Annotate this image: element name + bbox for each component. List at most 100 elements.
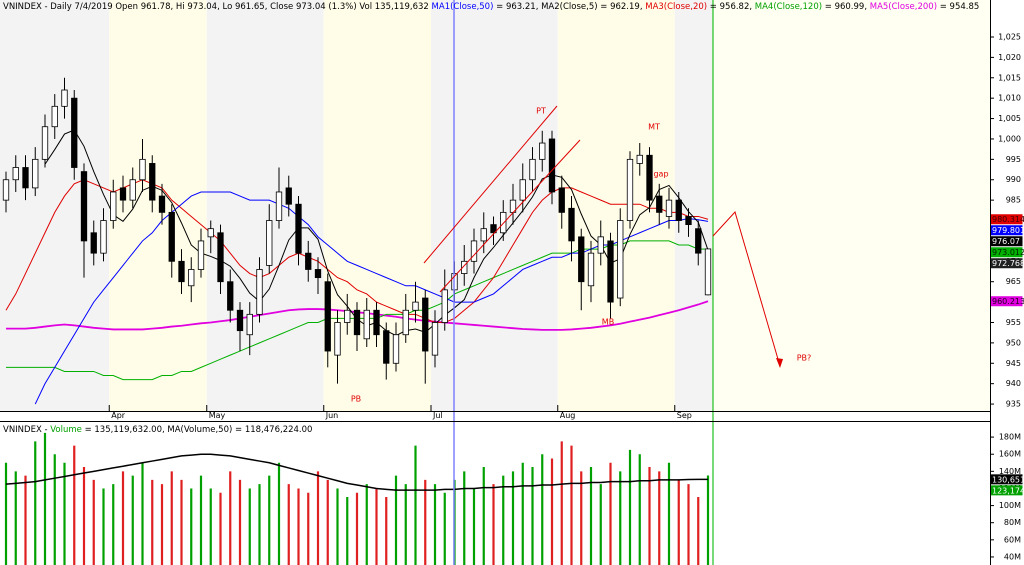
x-tick-label: Apr <box>111 411 126 420</box>
candle-body <box>324 281 331 352</box>
annotation: MB <box>602 318 614 327</box>
candle-body <box>149 163 156 201</box>
candle-body <box>344 309 351 323</box>
header-segment: Volume <box>50 425 82 435</box>
candle-body <box>626 158 634 221</box>
header-segment: = 956.82, <box>707 2 755 12</box>
side-label: 972.768 <box>992 259 1024 268</box>
candle-body <box>207 228 214 238</box>
candle-body <box>158 195 166 213</box>
header-segment: MA1(Close,50) <box>432 2 494 12</box>
annotation: PB <box>351 395 361 404</box>
candle-body <box>197 240 205 270</box>
candle-body <box>519 179 526 201</box>
candle-body <box>139 158 146 181</box>
side-label: 979.801 <box>992 226 1024 235</box>
side-label-box <box>990 485 1023 496</box>
candle-body <box>61 89 68 107</box>
candle-body <box>266 220 273 266</box>
volume-tick-label: 80M <box>1004 518 1021 527</box>
header-segment: VNINDEX - <box>3 425 50 435</box>
volume-tick-label: 100M <box>999 501 1021 510</box>
candle-body <box>548 138 556 193</box>
projection-arrow <box>712 211 781 367</box>
y-tick-label: 995 <box>1006 155 1021 164</box>
candle-body <box>217 232 224 283</box>
y-tick-label: 935 <box>1006 400 1021 409</box>
candle-body <box>617 220 624 299</box>
month-band <box>323 0 431 411</box>
candle-body <box>295 203 302 254</box>
moving-average <box>34 191 709 405</box>
header-segment: = 954.85 <box>937 2 979 12</box>
y-tick-label: 1,020 <box>998 53 1021 62</box>
candle-body <box>90 232 97 254</box>
y-tick-label: 945 <box>1006 359 1021 368</box>
candle-body <box>275 191 283 221</box>
x-tick-label: Jul <box>432 411 443 420</box>
side-label-box <box>990 214 1023 225</box>
candle-body <box>227 281 234 311</box>
candle-body <box>597 236 604 254</box>
month-band <box>0 0 110 411</box>
volume-tick-label: 140M <box>999 467 1021 476</box>
candle-body <box>373 309 380 336</box>
annotation: PB? <box>797 354 812 363</box>
candle-body <box>539 142 546 160</box>
volume-tick-label: 40M <box>1004 552 1021 561</box>
side-label: 976.07 <box>992 237 1020 246</box>
candle-body <box>188 269 195 287</box>
side-label-box <box>990 225 1023 236</box>
month-band <box>109 0 207 411</box>
header-segment: VNINDEX - Daily 7/4/2019 Open 961.78, Hi… <box>3 2 432 12</box>
month-band <box>557 0 675 411</box>
plot: AprMayJunJulAugSep9359409459509559609659… <box>2 32 1024 565</box>
candle-body <box>236 309 244 332</box>
candle-body <box>12 167 19 181</box>
side-label-box <box>990 247 1023 258</box>
candle-body <box>32 158 39 189</box>
candle-body <box>704 248 712 296</box>
month-shading <box>0 0 990 411</box>
candle-body <box>2 179 10 201</box>
arrow-head <box>776 358 783 368</box>
side-label-box <box>990 258 1023 269</box>
side-label: 980.314 <box>992 215 1024 224</box>
candle-body <box>119 187 127 201</box>
candle-body <box>383 330 390 364</box>
candle-body <box>285 187 292 205</box>
candle-body <box>656 195 663 213</box>
price-header: VNINDEX - Daily 7/4/2019 Open 961.78, Hi… <box>3 2 979 12</box>
candle-body <box>431 322 439 356</box>
header-segment: = 135,119,632.00, MA(Volume,50) = 118,47… <box>82 425 313 435</box>
header-segment: = 960.99, <box>822 2 870 12</box>
y-tick-label: 1,000 <box>998 134 1021 143</box>
candle-body <box>558 187 565 213</box>
y-tick-label: 985 <box>1006 196 1021 205</box>
x-tick-label: Sep <box>677 411 692 420</box>
x-tick-label: Jun <box>325 411 339 420</box>
header-segment: = 962.19, <box>598 2 646 12</box>
candle-body <box>80 171 88 242</box>
trend-channel-lower <box>439 139 581 293</box>
header-segment: MA4(Close,120) <box>755 2 822 12</box>
candle-body <box>636 154 643 164</box>
volume-tick-label: 160M <box>999 450 1021 459</box>
candle-body <box>392 334 400 364</box>
candle-body <box>665 199 673 217</box>
y-tick-label: 950 <box>1006 338 1021 347</box>
annotation: PT <box>536 107 546 116</box>
y-tick-label: 940 <box>1006 379 1021 388</box>
y-tick-label: 1,010 <box>998 94 1021 103</box>
candle-body <box>646 154 653 201</box>
candle-body <box>470 240 478 262</box>
future-band <box>713 0 990 411</box>
candle-body <box>168 211 175 262</box>
y-tick-label: 955 <box>1006 318 1021 327</box>
candle-body <box>695 228 702 254</box>
header-segment: MA5(Close,200) <box>870 2 937 12</box>
y-tick-label: 990 <box>1006 175 1021 184</box>
candle-body <box>178 260 185 283</box>
volume-moving-average <box>5 453 709 491</box>
